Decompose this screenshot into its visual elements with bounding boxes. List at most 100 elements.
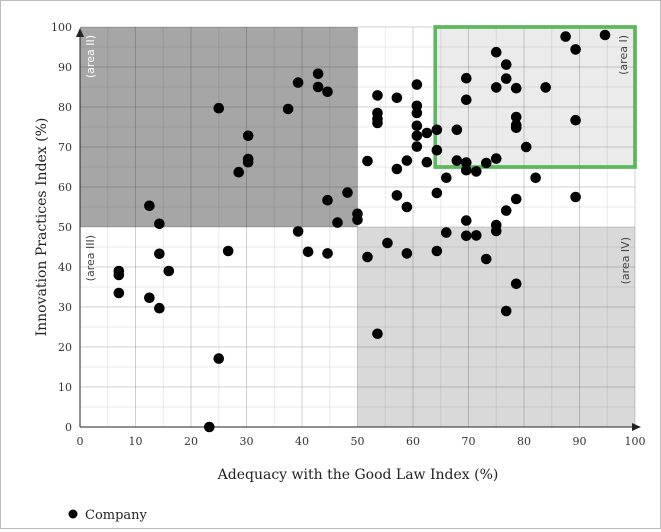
region-3 xyxy=(357,227,635,427)
data-point xyxy=(154,248,165,260)
data-point xyxy=(282,103,294,115)
data-point xyxy=(362,251,373,263)
data-point xyxy=(431,187,443,199)
x-tick-label: 50 xyxy=(351,435,365,448)
y-tick-label: 100 xyxy=(51,21,72,34)
x-tick-label: 70 xyxy=(462,435,476,448)
data-point xyxy=(470,230,482,241)
data-point xyxy=(411,130,423,142)
data-point xyxy=(154,302,165,314)
data-point xyxy=(322,86,333,98)
y-axis-arrow xyxy=(76,28,84,37)
data-point xyxy=(352,214,363,226)
data-point xyxy=(510,111,522,123)
data-point xyxy=(500,205,512,216)
y-tick-label: 80 xyxy=(58,101,72,114)
data-point xyxy=(332,217,343,228)
data-point xyxy=(342,187,353,198)
data-point xyxy=(570,114,581,126)
area-i-border xyxy=(433,25,637,169)
grid-layer xyxy=(80,25,637,427)
area-label: (area IV) xyxy=(619,237,632,284)
tick-labels: 0 10 20 30 40 50 60 70 80 90 100 0 10 20 30 40 50 60 70 80 9… xyxy=(51,21,646,448)
y-tick-label: 40 xyxy=(58,261,72,274)
data-point xyxy=(113,287,125,299)
x-tick-label: 90 xyxy=(573,435,587,448)
data-point xyxy=(500,305,512,317)
data-point xyxy=(401,155,413,166)
y-axis-title: Innovation Practices Index (%) xyxy=(34,118,50,337)
data-point xyxy=(490,225,502,237)
legend: Company xyxy=(68,508,148,523)
data-point xyxy=(470,166,482,177)
data-point xyxy=(441,227,452,238)
data-point xyxy=(490,153,502,164)
data-point xyxy=(480,157,492,169)
x-tick-label: 30 xyxy=(240,435,254,448)
x-tick-label: 0 xyxy=(77,435,84,448)
data-point xyxy=(599,29,611,41)
x-axis-title: Adequacy with the Good Law Index (%) xyxy=(217,467,499,483)
axes-layer xyxy=(76,28,641,431)
data-point xyxy=(312,68,324,80)
data-point xyxy=(391,163,403,175)
data-point xyxy=(510,278,522,290)
data-point xyxy=(480,253,492,265)
data-point xyxy=(421,127,433,139)
data-point xyxy=(460,94,472,106)
region-2 xyxy=(80,227,358,427)
data-point xyxy=(372,117,383,129)
data-point xyxy=(401,201,413,213)
data-point xyxy=(560,31,571,42)
region-1 xyxy=(80,27,358,227)
data-point xyxy=(510,82,522,94)
data-point xyxy=(242,156,254,168)
data-point xyxy=(382,237,393,249)
data-point xyxy=(411,79,423,90)
data-point xyxy=(460,72,472,84)
data-point xyxy=(312,81,324,93)
data-point xyxy=(510,193,522,205)
data-point xyxy=(391,92,403,104)
y-tick-label: 50 xyxy=(58,221,72,234)
y-tick-label: 30 xyxy=(58,301,72,314)
y-tick-label: 90 xyxy=(58,61,72,74)
data-point xyxy=(163,265,175,277)
data-point xyxy=(411,141,423,152)
data-point xyxy=(222,245,234,257)
data-point xyxy=(431,245,443,257)
data-point xyxy=(204,421,215,433)
x-tick-label: 40 xyxy=(295,435,309,448)
data-point xyxy=(500,59,512,70)
data-point xyxy=(213,102,225,114)
area-label: (area III) xyxy=(84,235,97,281)
data-point xyxy=(451,124,463,136)
data-point xyxy=(362,155,373,167)
legend-marker xyxy=(68,509,78,519)
data-point xyxy=(292,77,304,88)
data-point xyxy=(460,164,472,176)
data-point xyxy=(421,156,433,168)
data-point xyxy=(213,353,225,364)
data-point xyxy=(292,226,304,237)
data-point xyxy=(540,82,551,93)
data-point xyxy=(372,90,383,101)
data-point xyxy=(570,44,581,55)
data-point xyxy=(322,194,333,206)
x-tick-label: 100 xyxy=(625,435,646,448)
y-tick-label: 10 xyxy=(58,381,72,394)
area-labels: (area II) (area III) (area IV) (area I) xyxy=(84,35,632,284)
data-point xyxy=(441,172,452,184)
data-point xyxy=(372,328,383,340)
x-tick-label: 10 xyxy=(129,435,143,448)
area-label: (area II) xyxy=(84,35,97,78)
data-point xyxy=(460,215,472,226)
area-label: (area I) xyxy=(617,35,630,75)
data-point xyxy=(510,122,522,134)
data-point xyxy=(431,124,443,136)
data-point xyxy=(401,248,413,259)
data-point xyxy=(302,246,314,258)
x-tick-label: 60 xyxy=(406,435,420,448)
y-tick-label: 70 xyxy=(58,141,72,154)
